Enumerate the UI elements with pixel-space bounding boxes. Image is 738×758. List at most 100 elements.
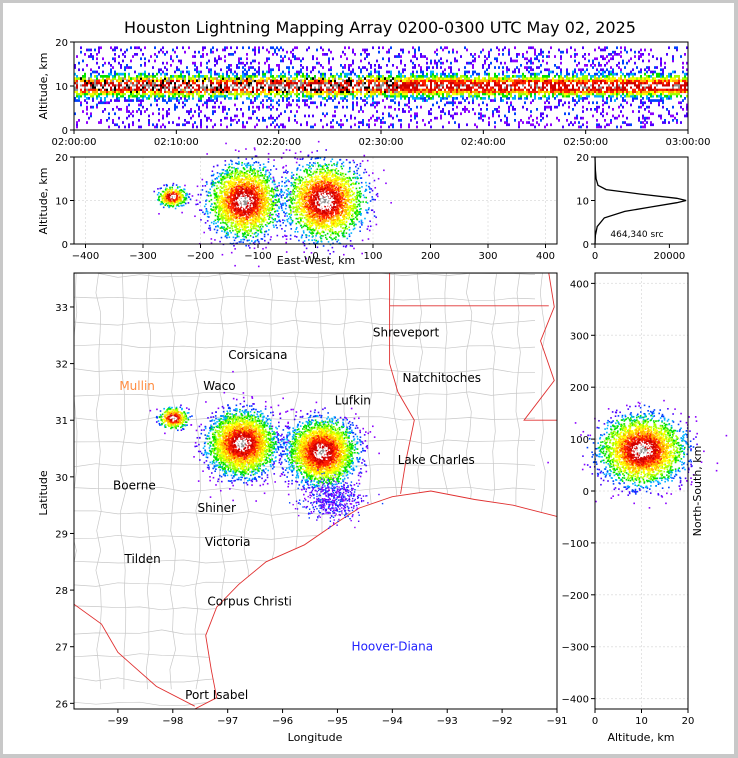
p1-ytick-label: 0 <box>62 126 68 137</box>
map-cluster <box>149 404 193 435</box>
panel-plan-view-map: Shreveport Corsicana Natchitoches Mullin Wac… <box>55 272 568 727</box>
p2-xtick-label: 0 <box>312 251 318 262</box>
p5-xtick-label: 20 <box>682 716 695 727</box>
p2-xtick-label: 400 <box>536 251 555 262</box>
p5-ytick-label: 200 <box>570 383 589 394</box>
p2-cluster <box>194 118 300 268</box>
p3-histogram-line <box>594 156 687 245</box>
p1-ytick-label: 20 <box>55 38 68 49</box>
p1-xtick-label: 02:00:00 <box>52 137 97 148</box>
p1-source-density <box>74 46 688 129</box>
p2-xtick-label: −100 <box>244 251 271 262</box>
p2-xtick-label: −200 <box>187 251 214 262</box>
panel-altitude-eastwest: −400 −300 −200 −100 0 100 200 300 400 0 10 20 <box>55 118 558 280</box>
city-label: Victoria <box>205 535 251 549</box>
p5-ytick-label: 0 <box>583 487 589 498</box>
map-cluster <box>266 401 380 518</box>
p4-xtick-label: −97 <box>217 716 238 727</box>
p5-ytick-label: −400 <box>562 695 589 706</box>
p3-annotation: 464,340 src <box>610 230 663 240</box>
panel-northsouth-altitude: 0 10 20 −400 −300 −200 −100 0 100 200 300 400 <box>547 272 728 727</box>
p4-ylabel: Latitude <box>37 470 50 516</box>
p2-ytick-label: 0 <box>62 240 68 251</box>
p2-xtick-label: 200 <box>421 251 440 262</box>
p4-map-layer: Shreveport Corsicana Natchitoches Mullin Wac… <box>74 273 557 709</box>
p4-xtick-label: −99 <box>107 716 128 727</box>
city-label: Port Isabel <box>185 688 248 702</box>
p4-xlabel: Longitude <box>288 731 343 744</box>
p5-ytick-label: −300 <box>562 643 589 654</box>
p5-ytick-label: 100 <box>570 435 589 446</box>
city-label: Mullin <box>119 379 155 393</box>
p5-ytick-label: 300 <box>570 331 589 342</box>
p4-xtick-label: −98 <box>162 716 183 727</box>
panel-altitude-time: 02:00:00 02:10:00 02:20:00 02:30:00 02:40:00… <box>52 38 711 148</box>
p3-xtick-label: 0 <box>592 251 598 262</box>
p4-xtick-label: −93 <box>437 716 458 727</box>
p3-ytick-label: 0 <box>583 240 589 251</box>
p4-ytick-label: 31 <box>55 416 68 427</box>
p2-xlabel: East-West, km <box>277 254 355 267</box>
p2-xtick-label: −400 <box>72 251 99 262</box>
city-label: Corpus Christi <box>207 594 292 608</box>
figure-canvas: Houston Lightning Mapping Array 0200-030… <box>37 18 728 744</box>
p3-plot-bg <box>595 157 688 244</box>
city-label: Corsicana <box>228 348 287 362</box>
p4-ytick-label: 30 <box>55 473 68 484</box>
p2-cluster <box>153 182 194 215</box>
p4-xtick-label: −95 <box>327 716 348 727</box>
p5-ytick-label: 400 <box>570 279 589 290</box>
p4-ytick-label: 28 <box>55 586 68 597</box>
p1-ylabel: Altitude, km <box>37 52 50 119</box>
p2-ytick-label: 20 <box>55 153 68 164</box>
panel-altitude-histogram: 0 20000 0 10 20 <box>576 153 689 262</box>
lma-figure: Houston Lightning Mapping Array 0200-030… <box>3 3 734 754</box>
p2-xtick-label: −300 <box>129 251 156 262</box>
p1-xtick-label: 02:10:00 <box>154 137 199 148</box>
p4-ytick-label: 27 <box>55 643 68 654</box>
p1-xtick-label: 02:50:00 <box>563 137 608 148</box>
mississippi-border <box>523 273 557 421</box>
p5-ylabel: North-South, km <box>691 446 704 537</box>
p4-xtick-label: −92 <box>492 716 513 727</box>
p2-ytick-label: 10 <box>55 197 68 208</box>
p2-xtick-label: 300 <box>478 251 497 262</box>
p1-xtick-label: 02:40:00 <box>461 137 506 148</box>
gulf-of-mexico <box>194 491 557 709</box>
p5-ytick-label: −100 <box>562 539 589 550</box>
p5-ytick-label: −200 <box>562 591 589 602</box>
p2-cluster <box>267 140 392 280</box>
coastline <box>194 490 557 709</box>
p4-ytick-label: 32 <box>55 360 68 371</box>
p4-xtick-label: −91 <box>546 716 567 727</box>
p1-xtick-label: 02:30:00 <box>359 137 404 148</box>
city-label: Lufkin <box>335 393 371 407</box>
city-label: Boerne <box>113 478 156 492</box>
p4-ytick-label: 29 <box>55 529 68 540</box>
p2-xtick-label: 100 <box>363 251 382 262</box>
p3-xtick-label: 20000 <box>653 251 685 262</box>
p3-ytick-label: 10 <box>576 197 589 208</box>
city-label: Lake Charles <box>398 453 475 467</box>
city-label: Waco <box>203 379 235 393</box>
p4-xtick-label: −94 <box>382 716 403 727</box>
p1-ytick-label: 10 <box>55 82 68 93</box>
p4-ytick-label: 26 <box>55 699 68 710</box>
p4-axes-frame <box>73 272 558 710</box>
p1-xtick-label: 02:20:00 <box>256 137 301 148</box>
p4-xtick-label: −96 <box>272 716 293 727</box>
p1-xtick-label: 03:00:00 <box>666 137 711 148</box>
map-cluster-scatter <box>288 469 384 530</box>
texas-louisiana-border <box>389 273 415 494</box>
city-label: Natchitoches <box>403 371 481 385</box>
city-label: Tilden <box>123 552 160 566</box>
map-cluster <box>193 370 296 502</box>
figure-title: Houston Lightning Mapping Array 0200-030… <box>124 18 636 37</box>
mexico-border <box>74 603 195 707</box>
p3-ytick-label: 20 <box>576 153 589 164</box>
city-label: Shreveport <box>373 325 440 339</box>
p5-xtick-label: 0 <box>592 716 598 727</box>
city-label: Hoover-Diana <box>352 640 434 654</box>
city-label: Shiner <box>197 501 236 515</box>
p4-ytick-label: 33 <box>55 303 68 314</box>
